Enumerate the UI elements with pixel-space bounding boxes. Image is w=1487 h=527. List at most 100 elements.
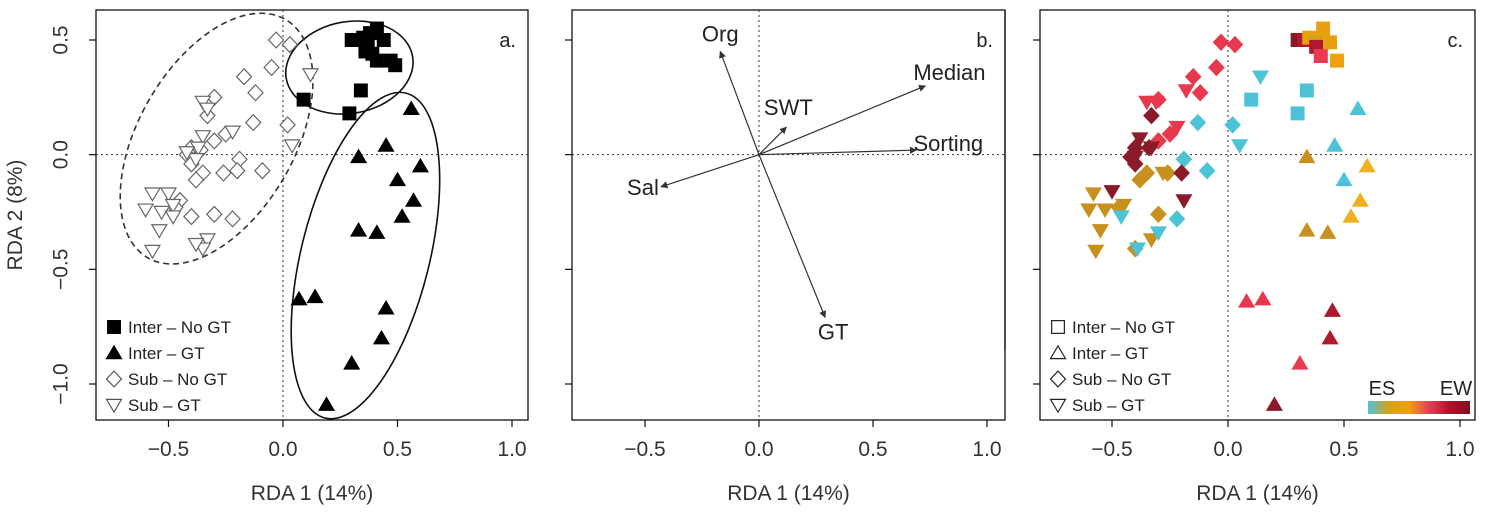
data-point — [137, 203, 155, 219]
legend-marker — [1051, 320, 1065, 334]
data-point — [1226, 35, 1244, 54]
data-point — [388, 171, 407, 187]
x-axis-label: RDA 1 (14%) — [251, 482, 374, 505]
data-point — [1150, 132, 1167, 150]
data-point — [1319, 224, 1337, 239]
panel-label: a. — [499, 30, 516, 52]
plot-area — [1040, 10, 1475, 420]
data-point — [1168, 120, 1186, 136]
data-point — [228, 161, 246, 180]
data-point — [1254, 290, 1272, 306]
data-point — [189, 141, 207, 157]
legend-marker — [1049, 344, 1067, 360]
data-point — [198, 102, 216, 118]
legend-label: Inter – GT — [128, 344, 205, 363]
vector-label-gt: GT — [818, 319, 849, 344]
data-point — [393, 208, 411, 223]
legend-marker — [107, 320, 121, 334]
data-point — [283, 139, 301, 154]
x-tick-label: 0.0 — [744, 438, 773, 461]
data-point — [1290, 106, 1305, 121]
colorbar-low-label: ES — [1369, 378, 1396, 400]
legend-marker — [105, 370, 123, 388]
data-point — [198, 233, 216, 248]
group-ellipse — [284, 20, 414, 115]
data-point — [1351, 192, 1369, 207]
y-tick-label: 0.5 — [50, 25, 73, 54]
data-point — [377, 300, 395, 315]
y-tick-label: −0.5 — [50, 249, 73, 290]
data-point — [1128, 242, 1147, 258]
data-point — [267, 31, 285, 49]
x-tick-label: −0.5 — [1091, 438, 1132, 461]
data-point — [353, 83, 368, 98]
panel-label: c. — [1447, 30, 1463, 52]
x-axis-label: RDA 1 (14%) — [727, 482, 850, 505]
x-tick-label: 1.0 — [1445, 438, 1474, 461]
series-square — [1244, 21, 1345, 121]
x-tick-label: 0.0 — [268, 438, 297, 461]
data-point — [1112, 210, 1130, 225]
data-point — [1299, 83, 1314, 98]
data-point — [1087, 244, 1105, 260]
plot-area — [96, 10, 528, 420]
x-tick-label: −0.5 — [148, 438, 189, 461]
data-point — [1080, 203, 1098, 219]
data-point — [1126, 150, 1144, 166]
data-point — [164, 198, 182, 214]
legend-label: Inter – No GT — [1072, 318, 1175, 337]
data-point — [301, 68, 320, 83]
panel-b: −0.5 0.0 0.5 1.0 RDA 1 (14%) b. Org SWT Median So… — [565, 9, 1006, 505]
data-point — [1142, 141, 1160, 157]
vector-label-swt: SWT — [764, 95, 813, 120]
x-tick-label: 1.0 — [972, 438, 1001, 461]
data-point — [1168, 210, 1186, 228]
data-point — [1084, 187, 1102, 202]
data-point — [279, 116, 296, 134]
vector-gt — [758, 154, 827, 319]
vector-label-sal: Sal — [627, 175, 659, 200]
data-point — [317, 396, 336, 411]
data-point — [1265, 396, 1283, 411]
data-point — [296, 92, 311, 107]
legend-label: Sub – No GT — [1072, 370, 1171, 389]
data-point — [1313, 49, 1328, 64]
data-point — [205, 205, 223, 224]
legend-label: Sub – GT — [128, 396, 201, 415]
colorbar-high-label: EW — [1440, 378, 1472, 400]
data-point — [254, 161, 271, 180]
data-point — [377, 137, 395, 152]
data-point — [1184, 67, 1202, 86]
x-tick-label: 0.5 — [383, 438, 412, 461]
legend-marker — [1049, 398, 1067, 414]
data-point — [402, 100, 420, 116]
legend-marker — [105, 344, 123, 360]
colorbar — [1368, 401, 1470, 414]
data-point — [1251, 70, 1270, 86]
legend-marker — [1049, 370, 1067, 388]
data-point — [1298, 148, 1316, 164]
x-tick-label: 0.0 — [1213, 438, 1242, 461]
data-point — [153, 205, 171, 221]
data-point — [1212, 33, 1230, 52]
data-point — [1231, 139, 1249, 154]
vector-swt — [758, 126, 787, 156]
data-point — [1316, 21, 1331, 36]
data-point — [1291, 355, 1309, 370]
legend-label: Sub – No GT — [128, 370, 227, 389]
series-open-diamond — [167, 31, 299, 228]
legend-label: Inter – GT — [1072, 344, 1149, 363]
vector-sorting — [758, 146, 918, 156]
data-point — [1175, 150, 1193, 168]
panel-a: −0.5 0.0 0.5 1.0 0.5 0.0 −0.5 −1.0 RDA 1 (14%) RD… — [4, 9, 529, 505]
series-triangle — [1238, 100, 1376, 411]
data-point — [143, 244, 162, 260]
series-triangle-down — [1080, 70, 1270, 260]
data-point — [1335, 171, 1353, 187]
data-point — [404, 192, 423, 207]
data-point — [376, 33, 391, 47]
data-point — [1149, 226, 1167, 241]
panel-label: b. — [976, 30, 993, 52]
data-point — [1244, 92, 1259, 107]
data-point — [1131, 171, 1149, 189]
